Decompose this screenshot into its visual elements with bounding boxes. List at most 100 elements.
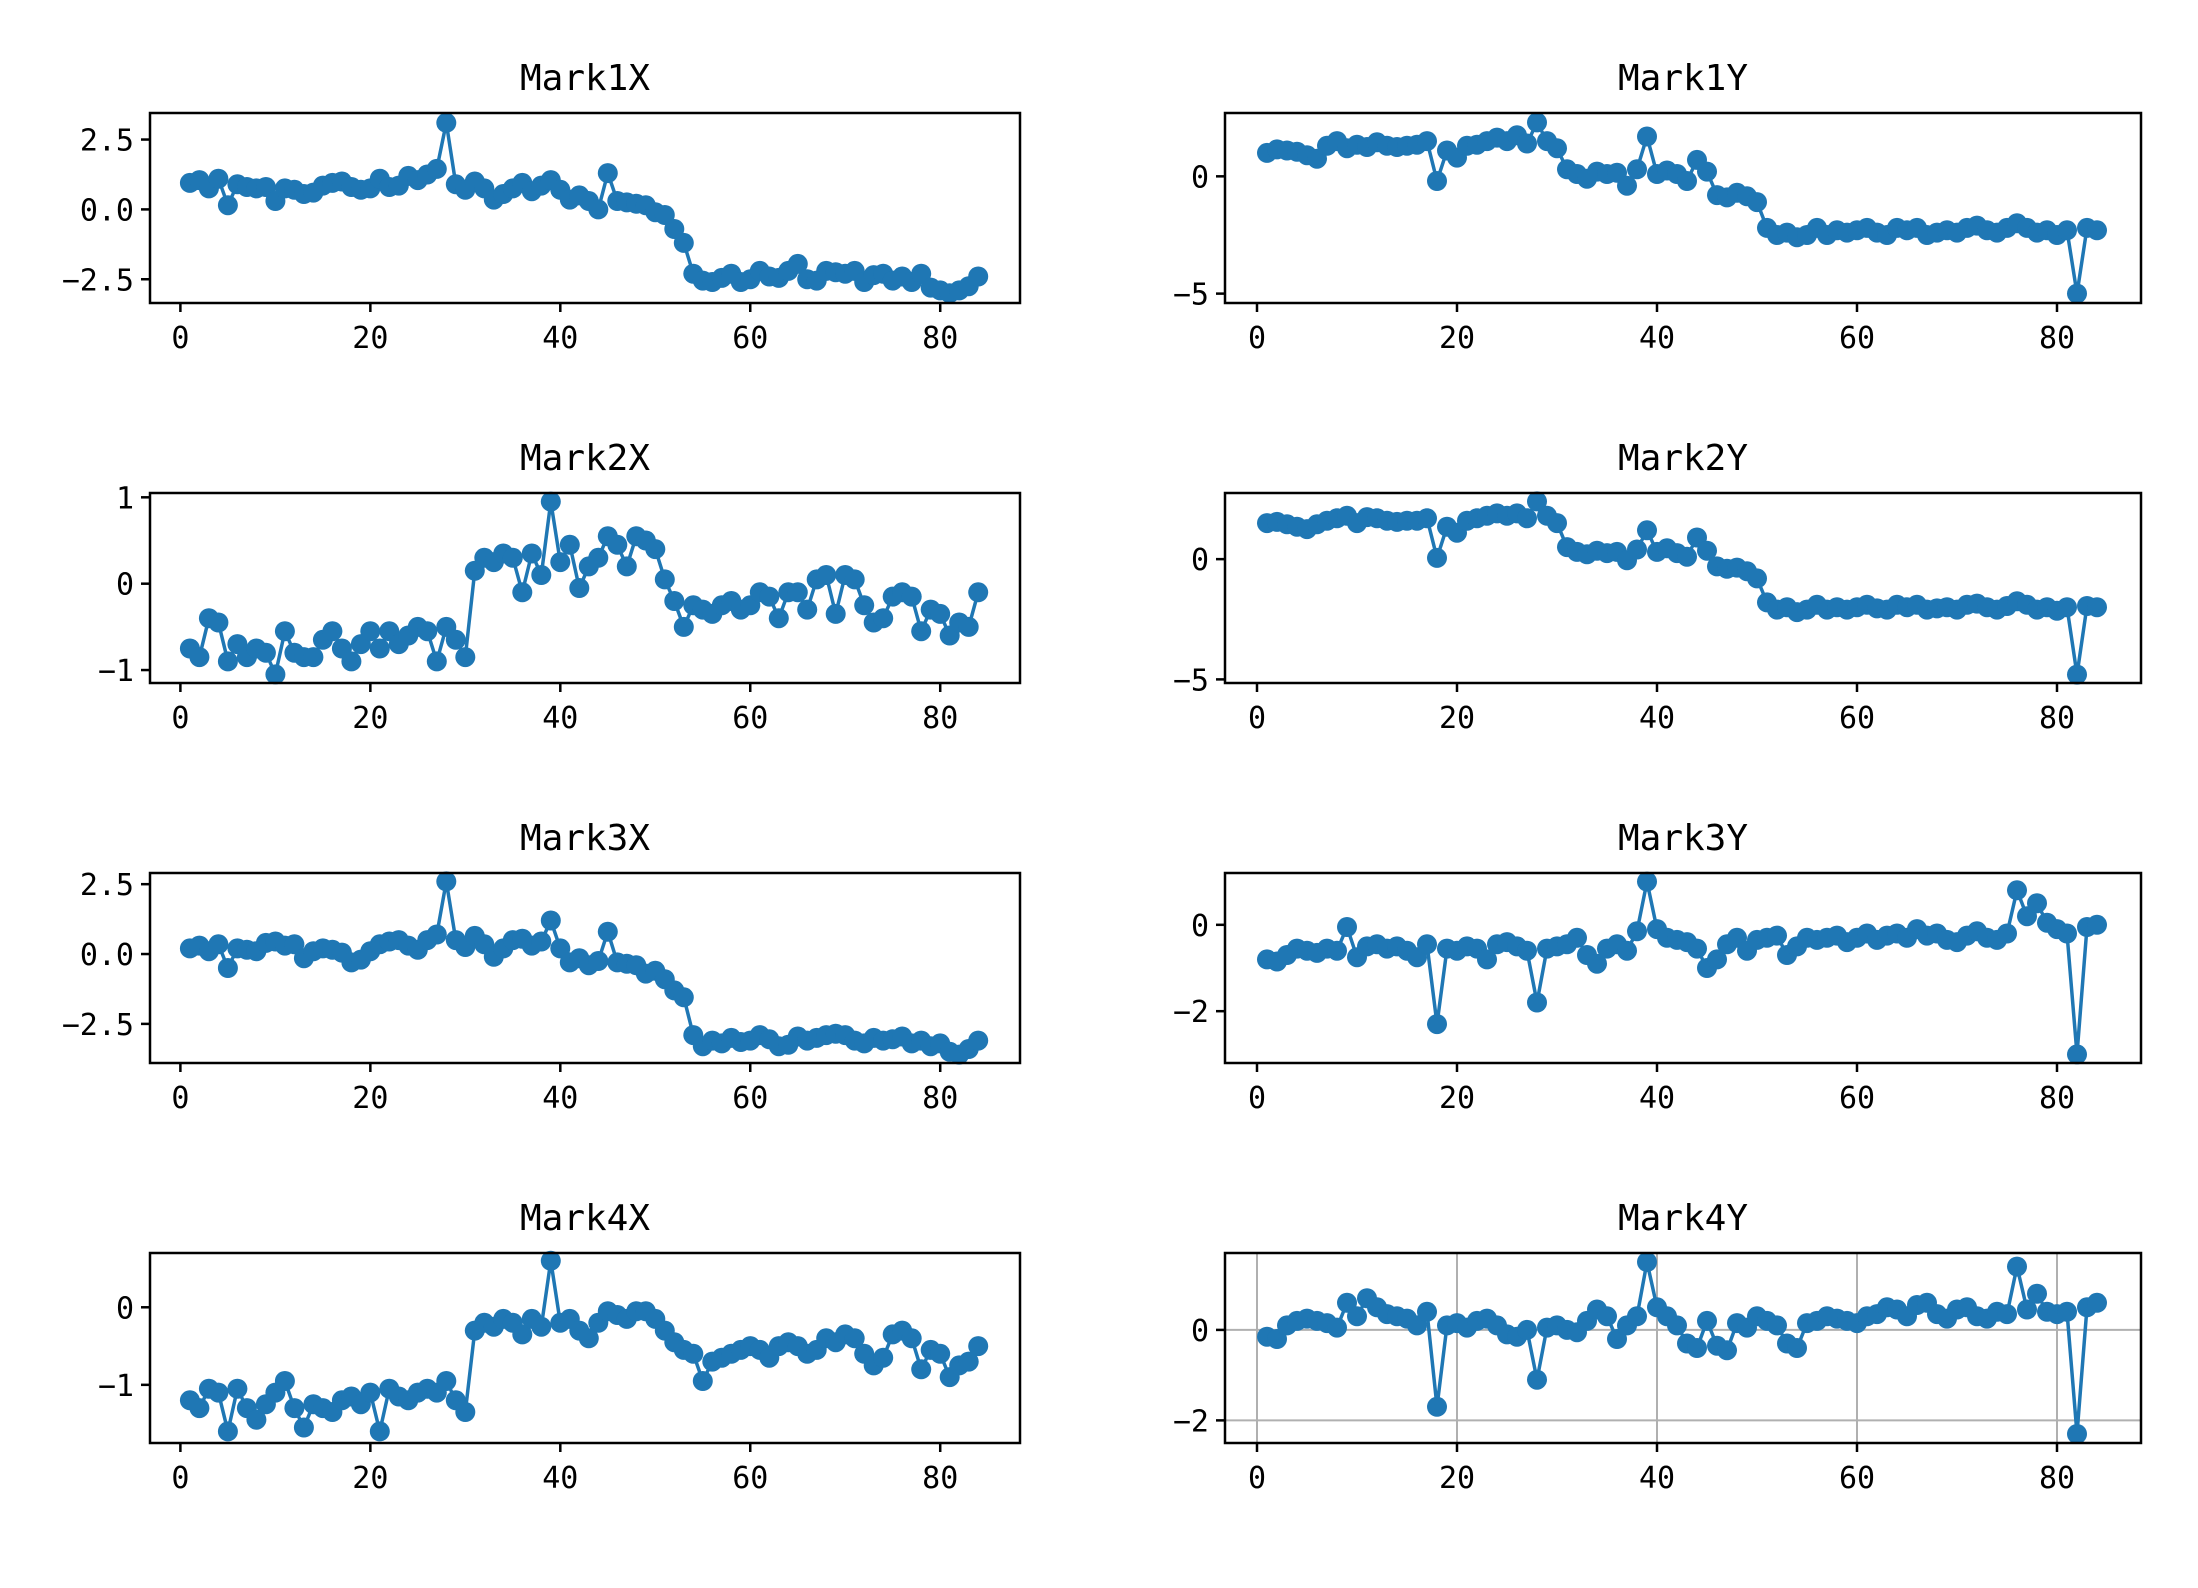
y-tick-label: 0: [1191, 543, 1209, 578]
x-tick-label: 20: [352, 1461, 388, 1496]
x-tick-label: 0: [1248, 1461, 1266, 1496]
y-tick-label: 0: [1191, 909, 1209, 944]
x-tick-label: 80: [922, 1461, 958, 1496]
data-marker: [1417, 934, 1437, 955]
x-tick-label: 80: [922, 321, 958, 356]
data-marker: [901, 1328, 922, 1349]
data-marker: [1697, 540, 1717, 561]
data-marker: [1767, 1315, 1787, 1336]
data-marker: [1527, 112, 1547, 133]
y-tick-label: 0.0: [80, 938, 134, 973]
data-marker: [531, 931, 552, 952]
x-tick-label: 20: [1439, 1081, 1475, 1116]
data-marker: [873, 1347, 894, 1368]
data-marker: [654, 205, 675, 225]
data-marker: [265, 664, 286, 685]
x-tick-label: 0: [171, 1081, 189, 1116]
data-marker: [2007, 1256, 2027, 1277]
y-tick-label: 2.5: [80, 124, 134, 159]
data-marker: [2057, 220, 2077, 241]
axes-frame: [1223, 111, 2143, 305]
data-marker: [1427, 547, 1447, 568]
data-marker: [217, 651, 238, 672]
data-marker: [692, 1371, 713, 1391]
data-marker: [787, 253, 808, 274]
data-marker: [911, 621, 932, 642]
mark1x-plot: Mark1X 0 20 40 60 80 2.5 0.0 −2.5: [62, 58, 1022, 356]
data-marker: [1517, 1319, 1537, 1340]
x-tick-label: 0: [1248, 701, 1266, 736]
data-marker: [1527, 491, 1547, 512]
data-marker: [673, 616, 694, 637]
x-tick-label: 40: [542, 1081, 578, 1116]
data-marker: [540, 1250, 561, 1271]
x-tick-label: 40: [542, 321, 578, 356]
data-marker: [1587, 953, 1607, 974]
y-tick-label: 0.0: [80, 193, 134, 228]
data-marker: [968, 266, 989, 287]
data-marker: [1697, 161, 1717, 182]
data-marker: [673, 987, 694, 1008]
data-marker: [958, 1351, 979, 1372]
data-marker: [274, 1371, 295, 1391]
data-marker: [911, 1359, 932, 1380]
data-marker: [436, 1371, 457, 1391]
subplot-mark2x: Mark2X 0 20 40 60 80 1 0 −1: [0, 398, 1099, 778]
data-marker: [597, 163, 618, 184]
axes-frame: [1223, 871, 2143, 1065]
mark1y-plot: Mark1Y 0 20 40 60 80 0 −5: [1173, 58, 2143, 356]
y-tick-label: 0: [1191, 160, 1209, 195]
data-marker: [1747, 192, 1767, 213]
data-marker: [1667, 1315, 1687, 1336]
data-marker: [540, 491, 561, 512]
data-marker: [2067, 1044, 2087, 1065]
plot-title: Mark1X: [520, 58, 650, 99]
data-marker: [417, 621, 438, 642]
data-marker: [1527, 1369, 1547, 1390]
data-marker: [787, 582, 808, 603]
x-tick-label: 60: [1839, 1461, 1875, 1496]
data-marker: [550, 552, 571, 573]
mark3y-plot: Mark3Y 0 20 40 60 80 0 −2: [1173, 818, 2143, 1116]
data-marker: [445, 629, 466, 650]
x-tick-label: 80: [922, 701, 958, 736]
plot-title: Mark4Y: [1618, 1198, 1748, 1239]
data-marker: [930, 1343, 951, 1364]
data-marker: [217, 1421, 238, 1442]
data-marker: [189, 1398, 210, 1419]
x-tick-label: 20: [352, 701, 388, 736]
data-marker: [1627, 159, 1647, 180]
data-marker: [426, 651, 447, 672]
data-marker: [426, 158, 447, 179]
mark2y-plot: Mark2Y 0 20 40 60 80 0 −5: [1173, 438, 2143, 736]
x-tick-label: 80: [922, 1081, 958, 1116]
data-marker: [1347, 1306, 1367, 1327]
data-marker: [1337, 917, 1357, 937]
data-marker: [2087, 597, 2107, 618]
x-tick-label: 60: [732, 321, 768, 356]
data-marker: [1997, 923, 2017, 944]
x-tick-label: 20: [1439, 321, 1475, 356]
data-marker: [825, 603, 846, 624]
data-marker: [1427, 171, 1447, 191]
x-tick-label: 40: [1639, 321, 1675, 356]
data-marker: [616, 556, 637, 577]
x-tick-label: 80: [2039, 701, 2075, 736]
data-marker: [2017, 1299, 2037, 1320]
subplot-mark2y: Mark2Y 0 20 40 60 80 0 −5: [1099, 398, 2198, 778]
x-tick-label: 60: [732, 1081, 768, 1116]
data-marker: [2067, 1424, 2087, 1444]
y-tick-label: 0: [116, 1291, 134, 1326]
x-tick-label: 40: [1639, 1461, 1675, 1496]
x-tick-label: 0: [1248, 1081, 1266, 1116]
x-tick-label: 20: [352, 321, 388, 356]
plot-title: Mark2X: [520, 438, 650, 479]
x-tick-label: 0: [171, 701, 189, 736]
data-marker: [1997, 1304, 2017, 1325]
data-marker: [1627, 539, 1647, 560]
data-marker: [797, 599, 818, 620]
data-line: [1266, 879, 2098, 1057]
data-marker: [673, 232, 694, 253]
x-tick-label: 20: [352, 1081, 388, 1116]
